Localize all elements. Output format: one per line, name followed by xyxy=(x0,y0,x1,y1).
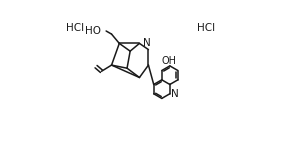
Text: OH: OH xyxy=(162,56,177,66)
Text: N: N xyxy=(171,89,179,99)
Text: HCl: HCl xyxy=(66,23,84,33)
Text: N: N xyxy=(142,38,150,48)
Text: HCl: HCl xyxy=(197,23,215,33)
Text: HO: HO xyxy=(85,26,101,36)
